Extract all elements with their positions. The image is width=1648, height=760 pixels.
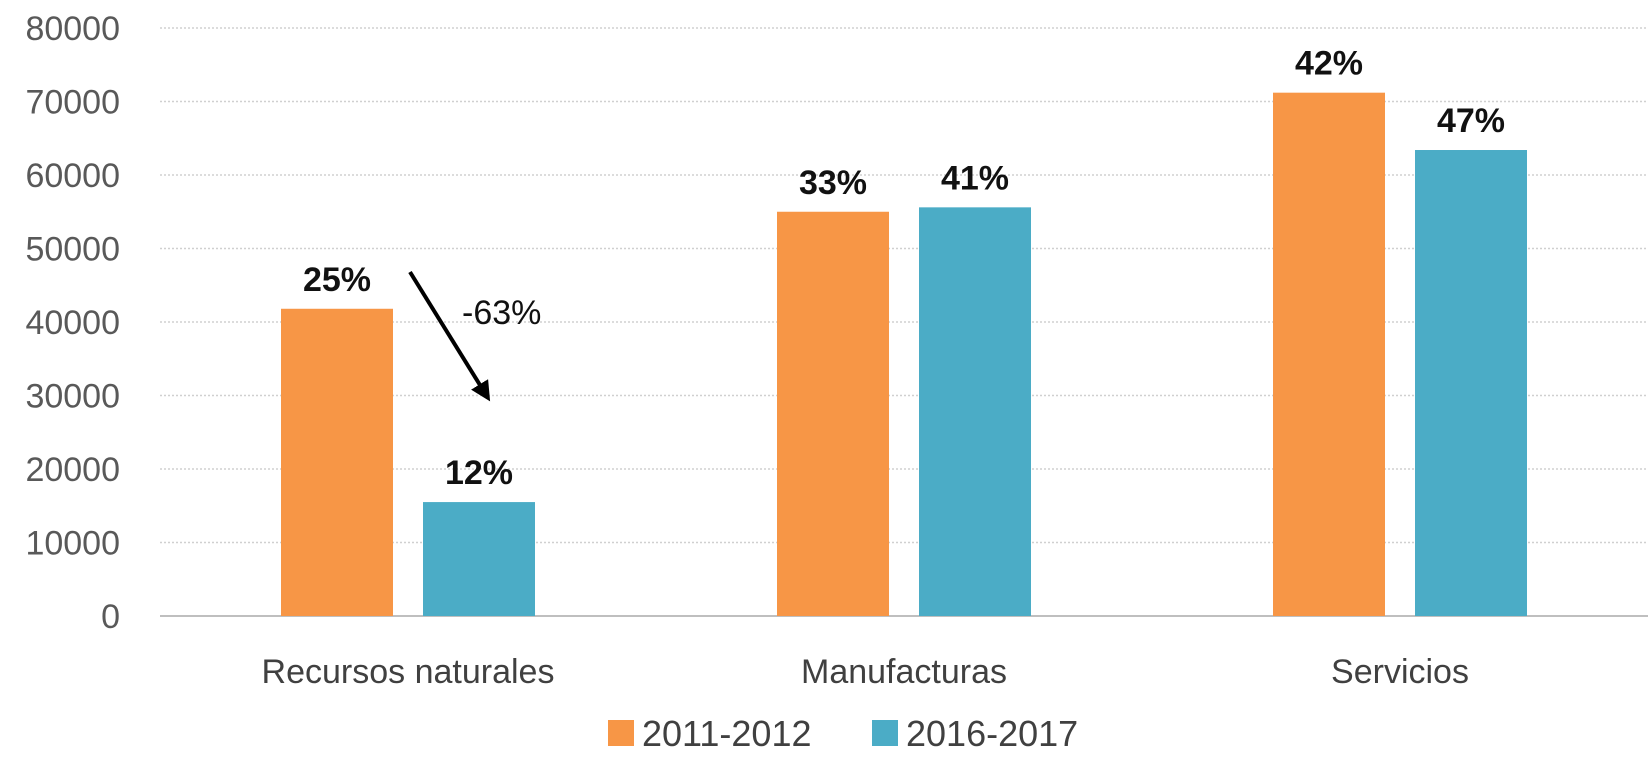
y-tick-label: 80000: [25, 10, 120, 48]
data-label: 25%: [303, 261, 371, 299]
bar: [1415, 150, 1527, 616]
legend-label: 2011-2012: [642, 713, 812, 754]
annotation-label: -63%: [462, 294, 541, 332]
gridlines: [160, 27, 1648, 617]
y-tick-label: 40000: [25, 304, 120, 342]
y-axis-ticks: 0 10000 20000 30000 40000 50000 60000 70000 8000…: [25, 10, 120, 636]
annotation: -63%: [408, 270, 541, 402]
legend-label: 2016-2017: [906, 713, 1078, 754]
y-tick-label: 10000: [25, 525, 120, 563]
legend-swatch: [608, 720, 634, 746]
y-tick-label: 30000: [25, 378, 120, 416]
legend-swatch: [872, 720, 898, 746]
y-tick-label: 0: [101, 598, 120, 636]
bar: [281, 308, 393, 616]
bar: [919, 207, 1031, 616]
legend: 2011-2012 2016-2017: [608, 713, 1078, 754]
data-label: 47%: [1437, 102, 1505, 140]
y-tick-label: 70000: [25, 84, 120, 122]
bar: [777, 211, 889, 616]
category-label: Manufacturas: [801, 653, 1007, 691]
data-label: 41%: [941, 159, 1009, 197]
y-tick-label: 50000: [25, 231, 120, 269]
data-label: 12%: [445, 454, 513, 492]
y-tick-label: 60000: [25, 157, 120, 195]
x-axis-categories: Recursos naturales Manufacturas Servicios: [262, 653, 1469, 691]
category-label: Recursos naturales: [262, 653, 555, 691]
data-label: 42%: [1295, 45, 1363, 83]
bar: [423, 502, 535, 616]
bar: [1273, 92, 1385, 617]
data-label: 33%: [799, 164, 867, 202]
bars: [281, 92, 1527, 617]
y-tick-label: 20000: [25, 451, 120, 489]
category-label: Servicios: [1331, 653, 1469, 691]
data-labels: 25% 12% 33% 41% 42% 47%: [303, 45, 1505, 492]
decrease-arrow: [408, 270, 491, 402]
